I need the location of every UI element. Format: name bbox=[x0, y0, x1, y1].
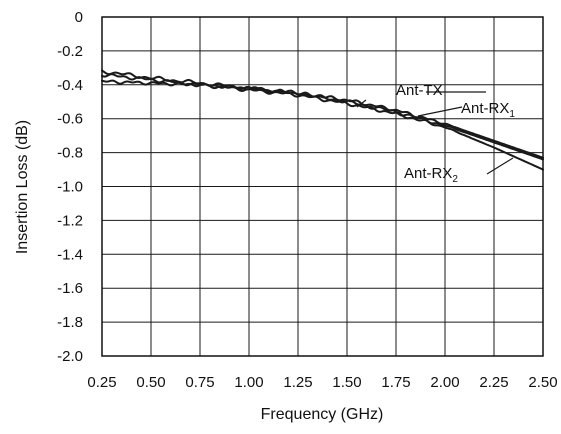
y-tick-label: -1.0 bbox=[57, 179, 83, 196]
series-line bbox=[101, 79, 544, 159]
x-tick-label: 0.50 bbox=[136, 374, 165, 391]
x-tick-label: 2.00 bbox=[430, 374, 459, 391]
series-labels: Ant-TX Ant-RX1 Ant-RX2 bbox=[396, 82, 515, 185]
x-tick-label: 1.00 bbox=[234, 374, 263, 391]
y-tick-label: -1.8 bbox=[57, 314, 83, 331]
series-line bbox=[101, 69, 544, 161]
plot-frame bbox=[101, 16, 544, 357]
series-leader-line bbox=[417, 106, 463, 117]
series-leaders bbox=[356, 91, 514, 175]
y-tick-label: -0.2 bbox=[57, 43, 83, 60]
x-tick-label: 0.75 bbox=[185, 374, 214, 391]
x-tick-label: 2.50 bbox=[528, 374, 557, 391]
x-tick-labels: 0.25 0.50 0.75 1.00 1.25 1.50 1.75 2.00 2.25 2.50 bbox=[87, 374, 557, 391]
grid bbox=[101, 16, 544, 357]
y-tick-label: -1.2 bbox=[57, 212, 83, 229]
x-tick-label: 0.25 bbox=[87, 374, 116, 391]
x-tick-label: 1.50 bbox=[332, 374, 361, 391]
x-tick-label: 1.25 bbox=[283, 374, 312, 391]
series-lines bbox=[101, 69, 544, 171]
y-tick-label: -0.4 bbox=[57, 77, 83, 94]
x-tick-label: 2.25 bbox=[479, 374, 508, 391]
series-label: Ant-RX2 bbox=[404, 165, 458, 185]
y-tick-label: -1.4 bbox=[57, 246, 83, 263]
y-tick-label: -2.0 bbox=[57, 348, 83, 365]
y-tick-label: 0 bbox=[75, 9, 83, 26]
series-leader-line bbox=[356, 99, 367, 108]
series-line bbox=[101, 73, 544, 171]
series-label: Ant-RX1 bbox=[461, 100, 515, 120]
y-tick-labels: 0 -0.2 -0.4 -0.6 -0.8 -1.0 -1.2 -1.4 -1.6 -1.8 -2.… bbox=[57, 9, 83, 365]
y-tick-label: -0.6 bbox=[57, 111, 83, 128]
y-tick-label: -1.6 bbox=[57, 280, 83, 297]
x-axis-title: Frequency (GHz) bbox=[261, 406, 384, 423]
x-tick-label: 1.75 bbox=[381, 374, 410, 391]
y-axis-title: Insertion Loss (dB) bbox=[14, 120, 31, 254]
series-leader-line bbox=[486, 157, 514, 175]
series-label: Ant-TX bbox=[396, 82, 443, 99]
y-tick-label: -0.8 bbox=[57, 145, 83, 162]
